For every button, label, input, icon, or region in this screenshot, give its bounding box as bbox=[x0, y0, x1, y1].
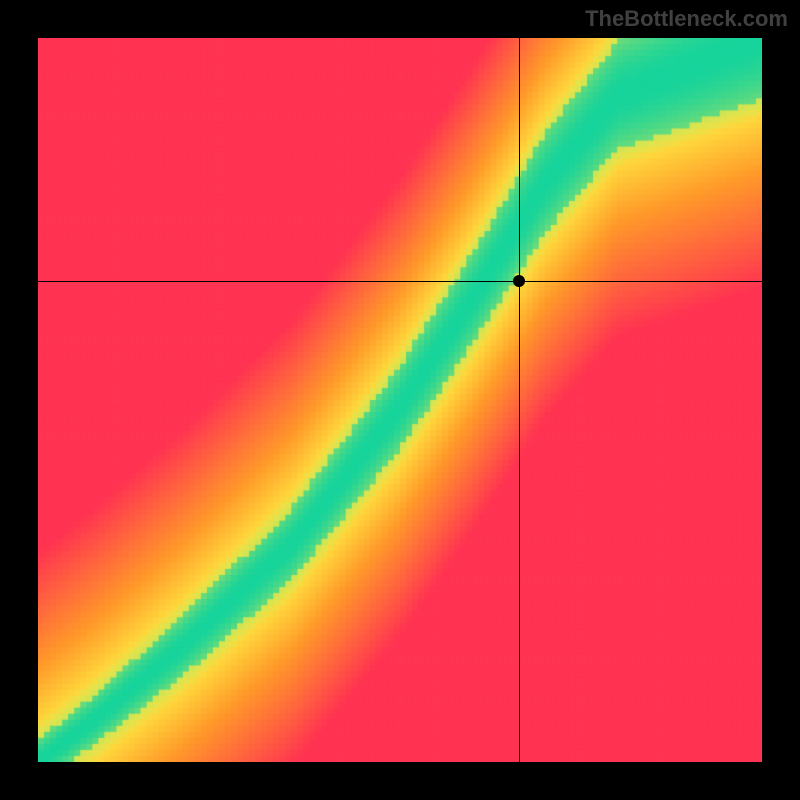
bottleneck-heatmap bbox=[38, 38, 762, 762]
crosshair-horizontal bbox=[38, 281, 762, 282]
watermark-label: TheBottleneck.com bbox=[585, 6, 788, 32]
crosshair-marker bbox=[513, 275, 525, 287]
crosshair-vertical bbox=[519, 38, 520, 762]
heatmap-canvas bbox=[38, 38, 762, 762]
